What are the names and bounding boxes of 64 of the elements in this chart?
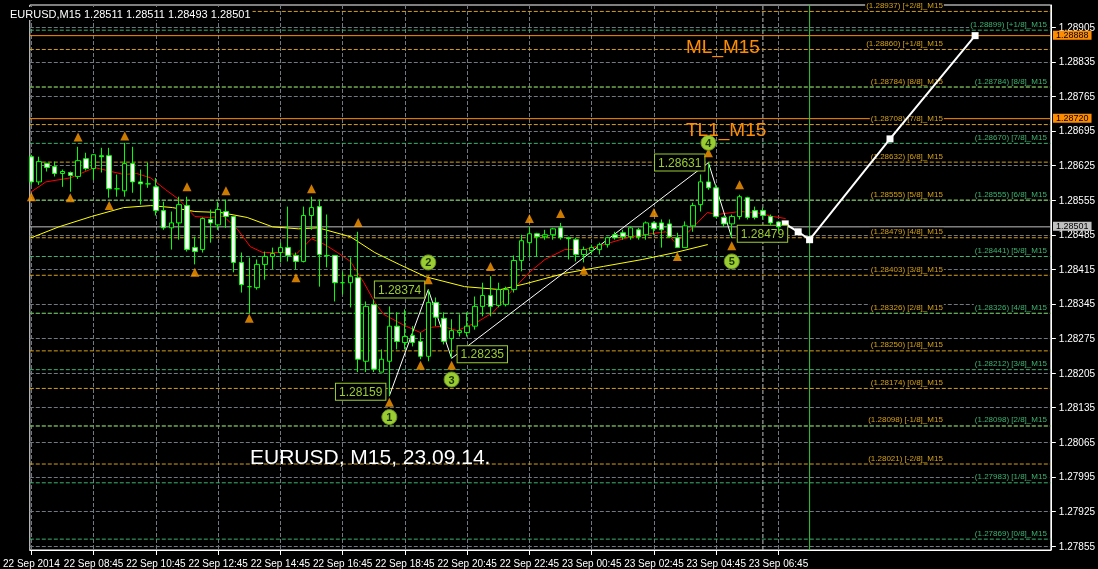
ref-line-label: (1.28326) [4/8]_M15 — [974, 302, 1048, 312]
x-tick-label: 22 Sep 2014 — [3, 557, 61, 569]
ref-line-label: (1.28479) [4/8]_M15 — [870, 227, 944, 237]
x-tick-label: 22 Sep 16:45 — [312, 557, 373, 569]
ref-line-label: (1.28212) [3/8]_M15 — [974, 359, 1048, 369]
ref-line-label: (1.28670) [7/8]_M15 — [974, 132, 1048, 142]
ref-line-label: 1.28720 — [1056, 113, 1089, 124]
ref-line-label: (1.28326) [2/8]_M15 — [870, 302, 944, 312]
ref-line-label: (1.28098) [-1/8]_M15 — [868, 415, 944, 425]
x-tick-label: 22 Sep 20:45 — [437, 557, 498, 569]
y-tick-label: 1.28205 — [1058, 367, 1096, 379]
annotation: 5 — [728, 255, 735, 268]
y-tick-label: 1.28275 — [1058, 333, 1096, 345]
ref-line-label: (1.28441) [5/8]_M15 — [974, 246, 1048, 255]
ref-line-label: (1.28860) [+1/8]_M15 — [866, 38, 944, 48]
y-tick-label: 1.28625 — [1058, 160, 1096, 172]
ref-line-label: 1.28501 — [1056, 221, 1089, 232]
chart-title: EURUSD,M15 1.28511 1.28511 1.28493 1.28501 — [10, 7, 251, 20]
ref-line-label: 1.28888 — [1056, 30, 1089, 41]
ref-line-label: (1.28899) [+1/8]_M15 — [970, 19, 1048, 29]
ref-line-label: (1.28555) [5/8]_M15 — [870, 189, 944, 199]
x-tick-label: 22 Sep 18:45 — [375, 557, 436, 569]
y-tick-label: 1.28345 — [1058, 298, 1096, 310]
ref-line-label: (1.28784) [8/8]_M15 — [974, 76, 1048, 86]
x-tick-label: 23 Sep 02:45 — [624, 557, 685, 569]
y-tick-label: 1.28555 — [1058, 194, 1096, 206]
data-label: 1.28235 — [460, 347, 505, 362]
ref-line-label: (1.28937) [+2/8]_M15 — [866, 0, 944, 10]
x-tick-label: 22 Sep 22:45 — [499, 557, 560, 569]
y-tick-label: 1.27925 — [1058, 505, 1096, 517]
ref-line-label: (1.28174) [0/8]_M15 — [870, 377, 944, 387]
y-tick-label: 1.27995 — [1058, 471, 1096, 483]
annotation: 2 — [425, 256, 432, 269]
y-tick-label: 1.28415 — [1058, 263, 1096, 275]
ref-line-label: (1.28708) [7/8]_M15 — [870, 114, 944, 124]
x-tick-label: 23 Sep 00:45 — [561, 557, 622, 569]
y-tick-label: 1.27855 — [1058, 540, 1096, 552]
y-tick-label: 1.28905 — [1058, 21, 1096, 33]
y-tick-label: 1.28065 — [1058, 436, 1096, 448]
x-tick-label: 22 Sep 08:45 — [63, 557, 124, 569]
data-label: 1.28479 — [740, 226, 785, 241]
y-tick-label: 1.28485 — [1058, 229, 1096, 241]
ref-line-label: (1.27983) [1/8]_M15 — [974, 472, 1048, 482]
ref-line-label: (1.28555) [6/8]_M15 — [974, 189, 1048, 199]
y-tick-label: 1.28835 — [1058, 56, 1096, 68]
data-label: 1.28374 — [377, 282, 422, 297]
ref-line-label: (1.27869) [0/8]_M15 — [974, 528, 1048, 538]
x-tick-label: 23 Sep 06:45 — [748, 557, 809, 569]
x-tick-label: 23 Sep 04:45 — [686, 557, 747, 569]
y-tick-label: 1.28765 — [1058, 90, 1096, 102]
ref-line-label: (1.28021) [-2/8]_M15 — [868, 453, 944, 463]
x-tick-label: 22 Sep 14:45 — [250, 557, 311, 569]
data-label: 1.28159 — [338, 384, 383, 399]
data-label: 1.28631 — [658, 155, 702, 170]
annotation: 3 — [448, 373, 455, 386]
y-tick-label: 1.28135 — [1058, 402, 1096, 414]
x-tick-label: 22 Sep 12:45 — [188, 557, 249, 569]
annotation: EURUSD, M15, 23.09.14. — [250, 445, 491, 468]
ref-line-label: (1.28098) [2/8]_M15 — [974, 415, 1048, 425]
annotation: 1 — [386, 411, 393, 424]
y-tick-label: 1.28695 — [1058, 125, 1096, 137]
ref-line-label: (1.28403) [3/8]_M15 — [870, 264, 944, 274]
x-tick-label: 22 Sep 10:45 — [126, 557, 187, 569]
ref-line-label: (1.28250) [1/8]_M15 — [870, 340, 944, 350]
